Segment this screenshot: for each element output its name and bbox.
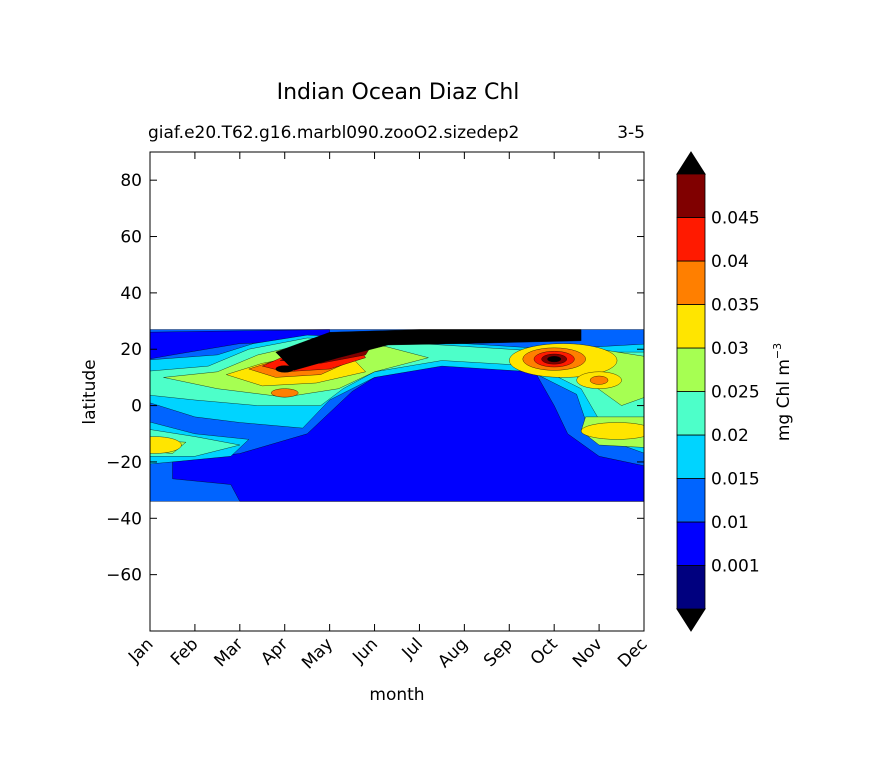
contour-band bbox=[275, 329, 582, 371]
chart-subtitle-right: 3-5 bbox=[617, 123, 645, 143]
colorbar-tick-label: 0.04 bbox=[711, 252, 749, 272]
colorbar-segment bbox=[676, 347, 706, 392]
contour-band bbox=[172, 357, 644, 502]
colorbar-segment bbox=[676, 434, 706, 479]
contour-band bbox=[150, 436, 182, 454]
colorbar-segment bbox=[676, 565, 706, 610]
colorbar-label-superscript: −3 bbox=[771, 343, 784, 359]
contour-band bbox=[547, 356, 562, 363]
colorbar-label-text: mg Chl m bbox=[774, 359, 794, 441]
y-tick-label: −20 bbox=[106, 453, 142, 473]
colorbar-segment bbox=[676, 521, 706, 566]
colorbar-tick-label: 0.045 bbox=[711, 209, 760, 229]
contour-band bbox=[275, 365, 294, 373]
y-tick-label: 60 bbox=[120, 228, 142, 248]
x-tick-label: Sep bbox=[480, 634, 517, 671]
colorbar-segment bbox=[676, 173, 706, 218]
y-tick-label: −60 bbox=[106, 566, 142, 586]
x-tick-label: Aug bbox=[434, 634, 472, 672]
plot-frame bbox=[149, 151, 645, 632]
plot-area bbox=[150, 329, 644, 502]
y-tick-label: 0 bbox=[131, 397, 142, 417]
colorbar-segment bbox=[676, 391, 706, 436]
contour-band bbox=[271, 388, 299, 398]
colorbar-tick-label: 0.02 bbox=[711, 426, 749, 446]
colorbar-segment bbox=[676, 478, 706, 523]
x-tick-label: Mar bbox=[211, 634, 248, 671]
colorbar-segment bbox=[676, 217, 706, 262]
y-tick-label: 20 bbox=[120, 340, 142, 360]
x-tick-label: Jul bbox=[398, 634, 427, 663]
colorbar-tick-label: 0.015 bbox=[711, 470, 760, 490]
colorbar-tick-label: 0.035 bbox=[711, 296, 760, 316]
x-axis-label: month bbox=[369, 685, 424, 705]
contour-band bbox=[580, 422, 644, 440]
y-tick-label: 80 bbox=[120, 171, 142, 191]
x-tick-label: Oct bbox=[527, 634, 562, 669]
chart-subtitle-left: giaf.e20.T62.g16.marbl090.zooO2.sizedep2 bbox=[148, 123, 519, 143]
colorbar: 0.001 0.01 0.015 0.02 0.025 0.03 0.035 0.04 0.04… bbox=[676, 151, 760, 632]
colorbar-tick-label: 0.001 bbox=[711, 557, 760, 577]
contour-band bbox=[150, 329, 330, 360]
colorbar-tick-label: 0.03 bbox=[711, 339, 749, 359]
contour-band bbox=[589, 375, 609, 385]
x-tick-label: Feb bbox=[167, 634, 202, 669]
x-tick-label: Nov bbox=[569, 634, 607, 672]
x-tick-label: May bbox=[298, 634, 337, 673]
x-tick-label: Dec bbox=[614, 634, 651, 671]
colorbar-segment bbox=[676, 260, 706, 305]
y-tick-label: −40 bbox=[106, 509, 142, 529]
x-tick-label: Jun bbox=[348, 634, 382, 668]
colorbar-tick-label: 0.025 bbox=[711, 383, 760, 403]
y-axis-ticks: 80 60 40 20 0 −20 −40 −60 bbox=[106, 171, 644, 586]
y-axis-label: latitude bbox=[80, 359, 100, 424]
y-tick-label: 40 bbox=[120, 284, 142, 304]
chart-title: Indian Ocean Diaz Chl bbox=[277, 80, 520, 105]
colorbar-label: mg Chl m−3 bbox=[771, 343, 794, 441]
x-tick-label: Apr bbox=[257, 634, 292, 669]
colorbar-tick-label: 0.01 bbox=[711, 513, 749, 533]
colorbar-over-triangle bbox=[676, 151, 706, 175]
colorbar-segment bbox=[676, 304, 706, 349]
colorbar-under-triangle bbox=[676, 608, 706, 632]
contour-fill-layer bbox=[150, 329, 644, 502]
x-tick-label: Jan bbox=[124, 634, 157, 667]
